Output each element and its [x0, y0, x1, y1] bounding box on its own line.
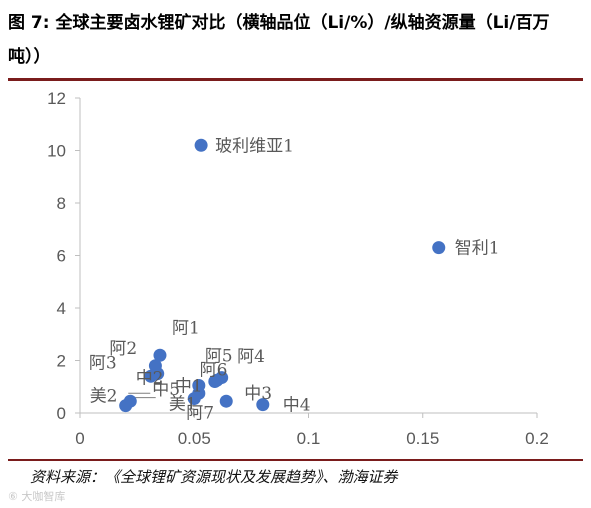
x-tick-label: 0.05: [178, 429, 211, 448]
point-label: 阿7: [186, 404, 214, 424]
y-tick-label: 4: [57, 299, 66, 318]
point-label: 阿4: [237, 347, 265, 367]
data-point: [432, 241, 446, 255]
point-label: 中2: [136, 369, 164, 389]
scatter-chart: 0 2 4 6 8 10 12 0 0.05 0.1 0.15 0.2 玻利维亚1 智利1 阿1 阿2阿3…: [47, 89, 549, 448]
data-point: [256, 398, 270, 412]
data-point: [153, 348, 167, 362]
y-axis-ticks: 0 2 4 6 8 10 12: [47, 89, 80, 423]
source-note: 资料来源：《全球锂矿资源现状及发展趋势》、渤海证券: [30, 468, 398, 486]
y-tick-label: 0: [57, 404, 66, 423]
point-label: 中3: [244, 384, 272, 404]
title-divider: [8, 78, 583, 81]
point-label: 阿5: [205, 347, 233, 367]
x-axis-ticks: 0 0.05 0.1 0.15 0.2: [75, 413, 549, 448]
x-tick-label: 0.1: [297, 429, 321, 448]
data-point: [119, 399, 133, 413]
data-point: [194, 138, 208, 152]
watermark: ⑥ 大咖智库: [8, 490, 66, 503]
data-point: [151, 367, 165, 381]
data-points: [119, 138, 446, 413]
point-label: 玻利维亚1: [215, 136, 294, 156]
x-tick-label: 0.2: [525, 429, 549, 448]
point-label: 阿2: [109, 339, 137, 359]
point-label: 阿3: [89, 353, 117, 373]
chart-title: 图 7: 全球主要卤水锂矿对比（横轴品位（Li/%）/纵轴资源量（Li/百万吨）…: [8, 13, 550, 67]
x-tick-label: 0.15: [406, 429, 439, 448]
source-divider: [8, 459, 583, 461]
point-label: 阿1: [172, 318, 200, 338]
point-label: 阿6: [200, 361, 228, 381]
point-label: 智利1: [455, 239, 500, 259]
point-label: 中5: [152, 380, 180, 400]
y-tick-label: 10: [47, 142, 66, 161]
y-tick-label: 6: [57, 247, 66, 266]
y-tick-label: 2: [57, 352, 66, 371]
data-point: [187, 392, 201, 406]
point-label: 中1: [175, 376, 203, 396]
x-tick-label: 0: [75, 429, 84, 448]
point-label: 美2: [90, 387, 118, 407]
point-label: 美1: [169, 394, 197, 414]
data-point: [219, 394, 233, 408]
data-point: [210, 373, 224, 387]
point-label: 中4: [283, 396, 311, 416]
y-tick-label: 8: [57, 194, 66, 213]
y-tick-label: 12: [47, 89, 66, 108]
